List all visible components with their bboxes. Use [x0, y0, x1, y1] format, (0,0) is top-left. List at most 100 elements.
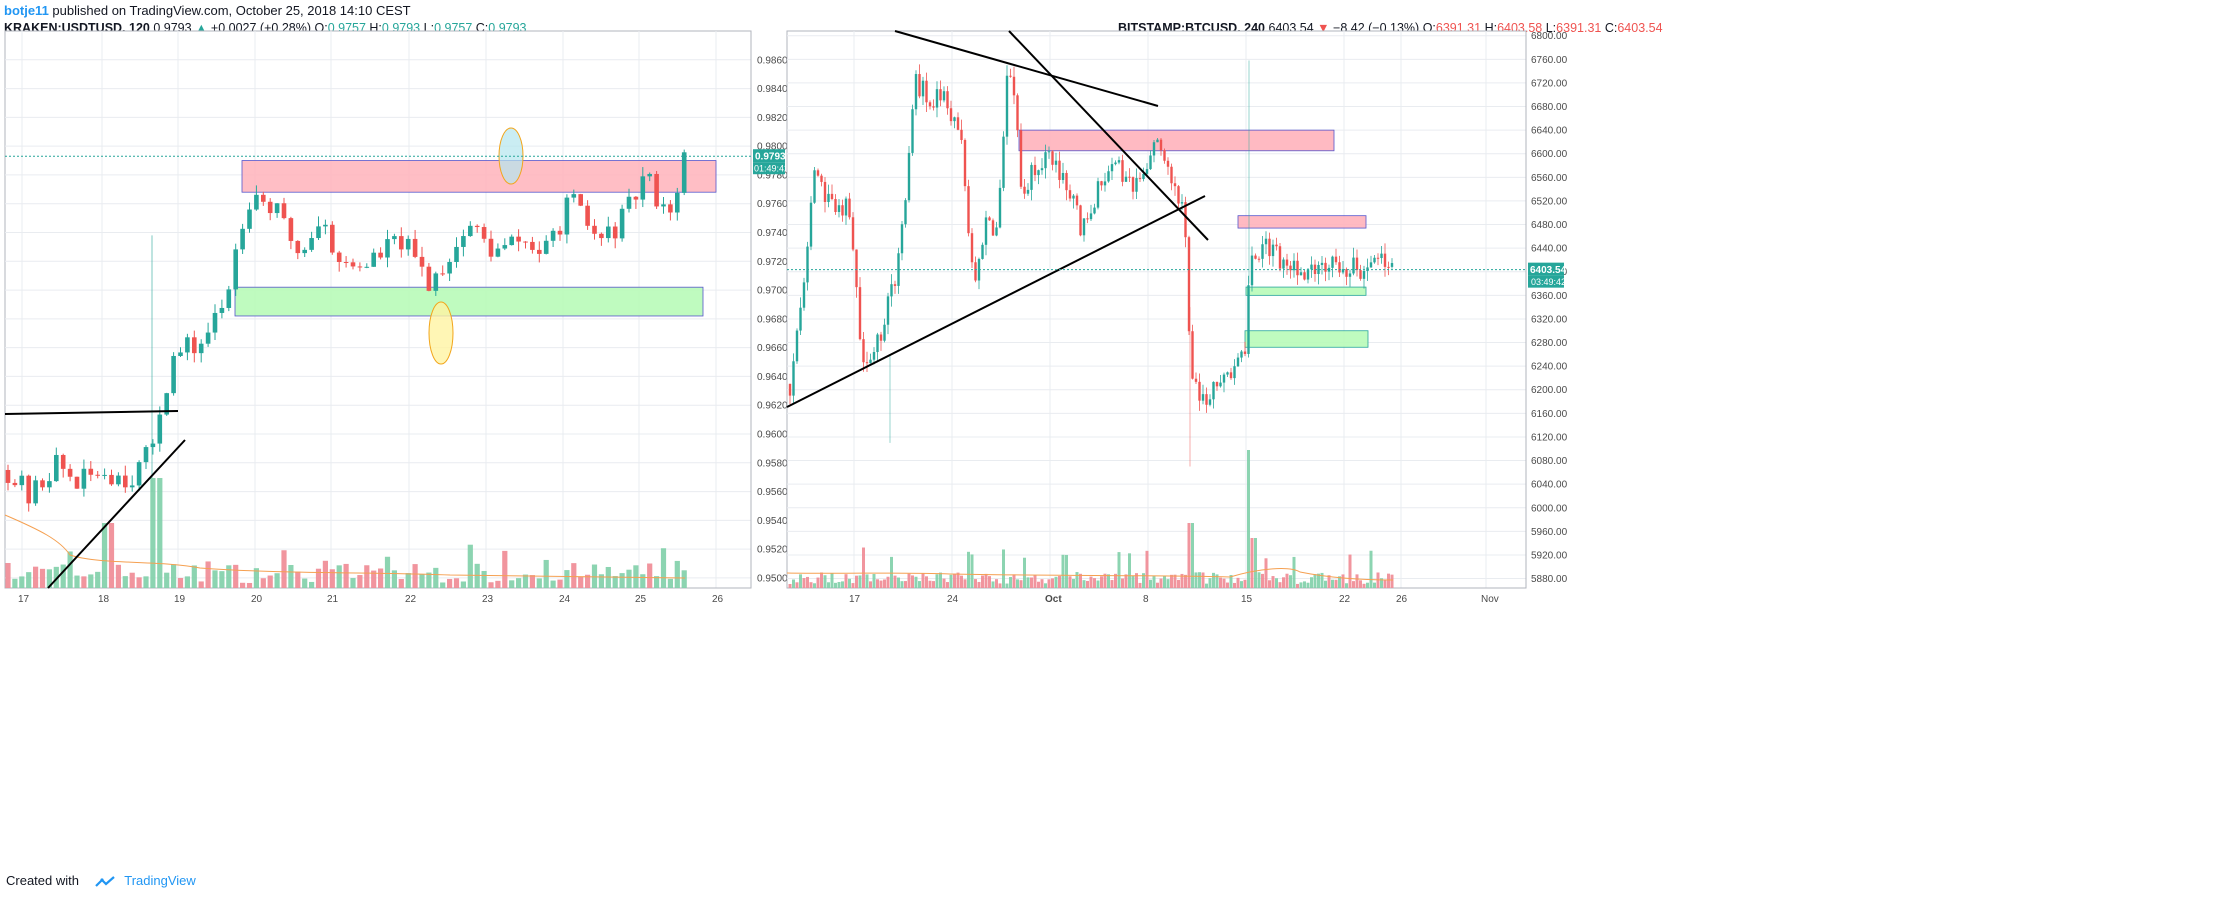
left-chart-pane[interactable]: 0.9500 0.9520 0.9540 0.9560 0.9580 0.9600 0.96… [4, 30, 789, 605]
candle-body [1180, 202, 1184, 204]
volume-bar [1194, 572, 1198, 588]
volume-bar [897, 577, 900, 588]
right-y-tick-label: 6320.00 [1531, 314, 1568, 325]
candle-body [911, 109, 914, 153]
volume-bar [1324, 580, 1327, 588]
volume-bar [904, 581, 907, 588]
candle-body [54, 454, 59, 482]
volume-bar [674, 560, 680, 588]
candle-body [633, 196, 639, 200]
candle-body [806, 246, 809, 283]
tradingview-brand[interactable]: TradingView [124, 873, 196, 888]
candle-body [95, 474, 100, 476]
candle-body [1128, 176, 1131, 178]
volume-bar [946, 582, 949, 588]
candle-body [1061, 172, 1065, 181]
candle-body [1149, 155, 1152, 170]
candle-body [309, 238, 314, 250]
candle-body [1089, 213, 1093, 220]
candle-body [851, 217, 855, 250]
volume-bar [5, 562, 11, 588]
candle-body [19, 475, 25, 486]
volume-bar [1250, 538, 1254, 588]
volume-bar [198, 581, 204, 588]
trend-line-horizontal[interactable] [4, 410, 179, 415]
candle-body [970, 233, 974, 263]
left-y-tick-label: 0.9740 [757, 228, 788, 239]
volume-bar [516, 578, 522, 588]
author-name[interactable]: botje11 [4, 3, 49, 18]
volume-bar [1317, 573, 1320, 588]
resistance-zone[interactable] [241, 160, 717, 193]
right-y-tick-label: 6640.00 [1531, 126, 1568, 137]
volume-bar [984, 573, 988, 588]
volume-bar [834, 582, 837, 588]
volume-bar [371, 570, 377, 588]
support-zone[interactable] [1245, 286, 1367, 296]
volume-bar [1128, 553, 1131, 588]
volume-bar [129, 572, 135, 588]
resistance-zone[interactable] [1018, 129, 1335, 152]
candle-body [281, 203, 287, 219]
candle-body [960, 129, 963, 141]
right-plot-area[interactable] [786, 30, 1527, 589]
trend-line-descending-upper[interactable] [894, 30, 1159, 107]
candle-body [1110, 164, 1114, 172]
candle-body [869, 359, 872, 364]
volume-bar [1138, 582, 1142, 588]
volume-bar [184, 576, 190, 588]
candle-body [893, 284, 897, 286]
right-y-tick-label: 6760.00 [1531, 55, 1568, 66]
candle-body [834, 199, 837, 213]
volume-bar [820, 572, 823, 588]
candle-body [949, 108, 953, 122]
left-y-tick-label: 0.9660 [757, 343, 788, 354]
candle-body [1278, 246, 1282, 269]
trend-line-descending-steep[interactable] [1008, 30, 1209, 241]
trend-line-rising[interactable] [47, 439, 186, 589]
candle-body [872, 352, 876, 360]
volume-bar [949, 574, 953, 588]
left-x-tick-label: 25 [635, 594, 647, 605]
candle-body [481, 227, 487, 239]
trend-line-rising[interactable] [786, 195, 1206, 408]
volume-bar [837, 581, 841, 588]
volume-bar [1341, 574, 1345, 588]
left-y-tick-label: 0.9620 [757, 401, 788, 412]
volume-bar [1208, 578, 1212, 588]
volume-bar [939, 572, 942, 588]
left-x-tick-label: 21 [327, 594, 339, 605]
support-zone[interactable] [1244, 330, 1369, 348]
countdown-badge [753, 162, 785, 175]
candle-body [974, 262, 977, 281]
publish-header: botje11 published on TradingView.com, Oc… [4, 3, 411, 18]
resistance-zone[interactable] [1237, 215, 1367, 229]
candle-body [946, 91, 949, 109]
candle-body [1100, 181, 1103, 186]
highlight-ellipse-bottom[interactable] [428, 301, 454, 365]
right-y-tick-label: 6000.00 [1531, 503, 1568, 514]
volume-bar [1331, 579, 1334, 588]
volume-bar [1215, 574, 1219, 588]
volume-bar [1051, 578, 1054, 588]
support-zone[interactable] [234, 286, 704, 317]
volume-bar [136, 577, 142, 588]
volume-bar [1012, 574, 1016, 588]
candle-body [1268, 238, 1271, 257]
candle-body [1086, 218, 1089, 220]
candle-body [1310, 264, 1313, 270]
volume-bar [809, 582, 813, 588]
candle-body [661, 204, 666, 207]
candle-body [205, 332, 211, 344]
left-x-tick-label: 22 [405, 594, 417, 605]
volume-bar [157, 478, 163, 588]
candle-body [357, 266, 363, 268]
candle-body [918, 74, 921, 97]
volume-bar [543, 559, 549, 588]
left-y-tick-label: 0.9840 [757, 84, 788, 95]
right-chart-pane[interactable]: 5880.00 5920.00 5960.00 6000.00 6040.00 6080.… [786, 30, 1568, 605]
volume-bar [841, 581, 844, 588]
candle-body [288, 218, 294, 241]
candle-body [364, 266, 370, 268]
